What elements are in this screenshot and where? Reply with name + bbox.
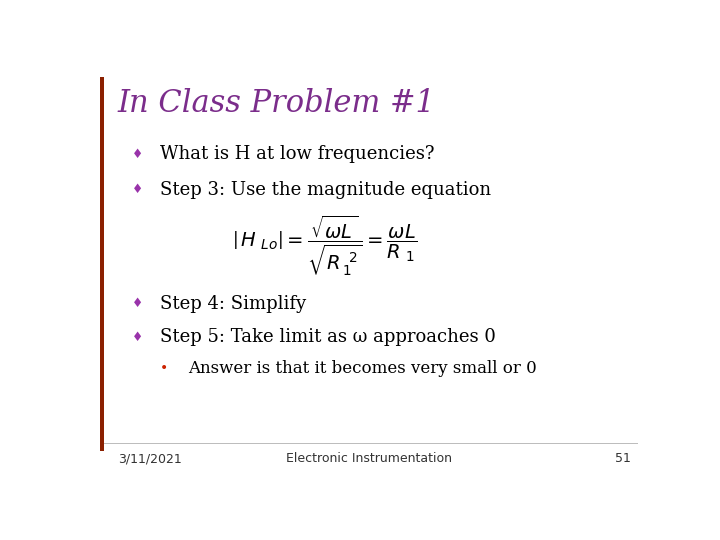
Text: ♦: ♦	[132, 330, 143, 343]
Text: ♦: ♦	[132, 183, 143, 196]
Text: Answer is that it becomes very small or 0: Answer is that it becomes very small or …	[188, 360, 536, 377]
Text: Step 4: Simplify: Step 4: Simplify	[160, 295, 306, 313]
Text: $\left|\,H\;_{Lo}\right| = \dfrac{\sqrt{\omega L\,}}{\sqrt{R\;_{\!1}^{\;2}}} = \: $\left|\,H\;_{Lo}\right| = \dfrac{\sqrt{…	[232, 213, 417, 278]
Text: What is H at low frequencies?: What is H at low frequencies?	[160, 145, 434, 163]
Text: 51: 51	[616, 453, 631, 465]
Text: Step 5: Take limit as ω approaches 0: Step 5: Take limit as ω approaches 0	[160, 328, 495, 346]
Text: Electronic Instrumentation: Electronic Instrumentation	[286, 453, 452, 465]
Text: ♦: ♦	[132, 148, 143, 161]
FancyBboxPatch shape	[100, 77, 104, 451]
Text: 3/11/2021: 3/11/2021	[118, 453, 181, 465]
Text: ♦: ♦	[132, 298, 143, 310]
Text: In Class Problem #1: In Class Problem #1	[118, 87, 436, 119]
Text: •: •	[160, 361, 168, 375]
Text: Step 3: Use the magnitude equation: Step 3: Use the magnitude equation	[160, 180, 491, 199]
